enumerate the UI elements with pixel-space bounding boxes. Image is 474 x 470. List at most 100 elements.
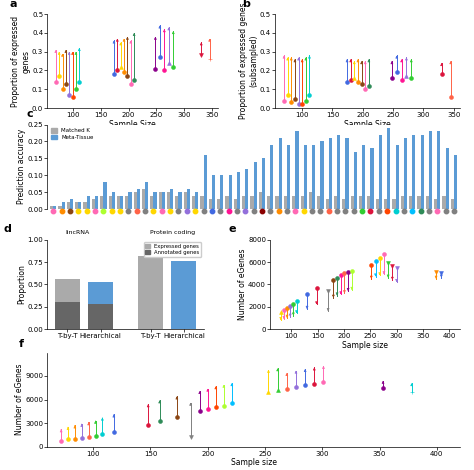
Bar (279, 138, 282, 209)
Bar (137, 189, 140, 209)
Bar (287, 145, 290, 209)
Bar (384, 199, 387, 209)
Bar (183, 192, 187, 209)
Bar (367, 196, 371, 209)
Bar (237, 172, 240, 209)
Bar (172, 261, 196, 329)
X-axis label: Sample Size: Sample Size (344, 120, 391, 129)
Bar (437, 131, 440, 209)
Bar (242, 196, 245, 209)
Bar (320, 141, 324, 209)
Bar (309, 192, 312, 209)
Bar (387, 128, 390, 209)
Bar (55, 302, 80, 329)
Text: d: d (4, 224, 11, 235)
X-axis label: Sample Size: Sample Size (109, 120, 156, 129)
Bar (401, 196, 404, 209)
Text: lincRNA: lincRNA (65, 230, 90, 235)
Bar (228, 175, 232, 209)
Bar (451, 199, 454, 209)
Text: f: f (18, 339, 24, 349)
Y-axis label: Proportion of expressed genes
(subsampled): Proportion of expressed genes (subsample… (239, 3, 258, 119)
Bar (162, 192, 165, 209)
Bar (334, 196, 337, 209)
Bar (375, 199, 379, 209)
Y-axis label: Number of eGenes: Number of eGenes (15, 364, 24, 435)
Bar (109, 196, 112, 209)
Bar (301, 196, 304, 209)
Bar (434, 199, 437, 209)
Bar (55, 279, 80, 329)
Bar (225, 196, 228, 209)
Bar (304, 145, 307, 209)
Bar (120, 196, 123, 209)
Y-axis label: Proportion: Proportion (17, 265, 26, 304)
Bar (359, 196, 362, 209)
Bar (234, 199, 237, 209)
Bar (67, 203, 70, 209)
Bar (178, 192, 182, 209)
Bar (362, 145, 365, 209)
Bar (259, 192, 262, 209)
Bar (95, 196, 98, 209)
Bar (128, 192, 132, 209)
Text: e: e (228, 224, 236, 235)
Bar (159, 192, 162, 209)
Bar (117, 196, 120, 209)
Bar (150, 196, 154, 209)
Bar (429, 131, 432, 209)
Y-axis label: Prediction accuracy: Prediction accuracy (17, 129, 26, 204)
Bar (167, 192, 170, 209)
Bar (412, 135, 415, 209)
Bar (404, 138, 407, 209)
Bar (418, 196, 420, 209)
Bar (201, 196, 203, 209)
Bar (395, 145, 399, 209)
Bar (254, 162, 257, 209)
Bar (267, 196, 270, 209)
Y-axis label: Number of eGenes: Number of eGenes (237, 249, 246, 320)
Bar (75, 203, 78, 209)
Legend: Expressed genes, Annotated genes: Expressed genes, Annotated genes (144, 243, 201, 257)
Bar (154, 192, 156, 209)
Bar (170, 189, 173, 209)
Bar (250, 196, 254, 209)
Bar (220, 175, 223, 209)
Bar (275, 196, 279, 209)
Bar (262, 158, 265, 209)
Bar (142, 189, 145, 209)
Bar (426, 196, 429, 209)
Bar (270, 145, 273, 209)
Bar (103, 182, 107, 209)
Bar (284, 196, 287, 209)
Bar (342, 199, 346, 209)
Bar (295, 131, 299, 209)
Bar (329, 138, 332, 209)
Bar (192, 196, 195, 209)
Bar (58, 206, 62, 209)
Bar (245, 169, 248, 209)
Bar (312, 145, 315, 209)
Bar (292, 196, 295, 209)
Text: c: c (27, 110, 33, 119)
Bar (346, 138, 348, 209)
Bar (138, 256, 163, 329)
Bar (112, 192, 115, 209)
Bar (195, 192, 198, 209)
Text: b: b (242, 0, 249, 9)
Bar (317, 196, 320, 209)
X-axis label: Sample size: Sample size (342, 341, 388, 350)
X-axis label: Sample size: Sample size (230, 458, 277, 467)
Bar (351, 196, 354, 209)
Bar (337, 135, 340, 209)
Bar (420, 135, 424, 209)
Bar (62, 203, 65, 209)
Bar (92, 199, 95, 209)
Bar (100, 196, 103, 209)
Bar (379, 135, 382, 209)
Bar (187, 189, 190, 209)
Bar (217, 199, 220, 209)
Bar (326, 199, 329, 209)
Bar (392, 199, 395, 209)
Bar (88, 282, 113, 329)
